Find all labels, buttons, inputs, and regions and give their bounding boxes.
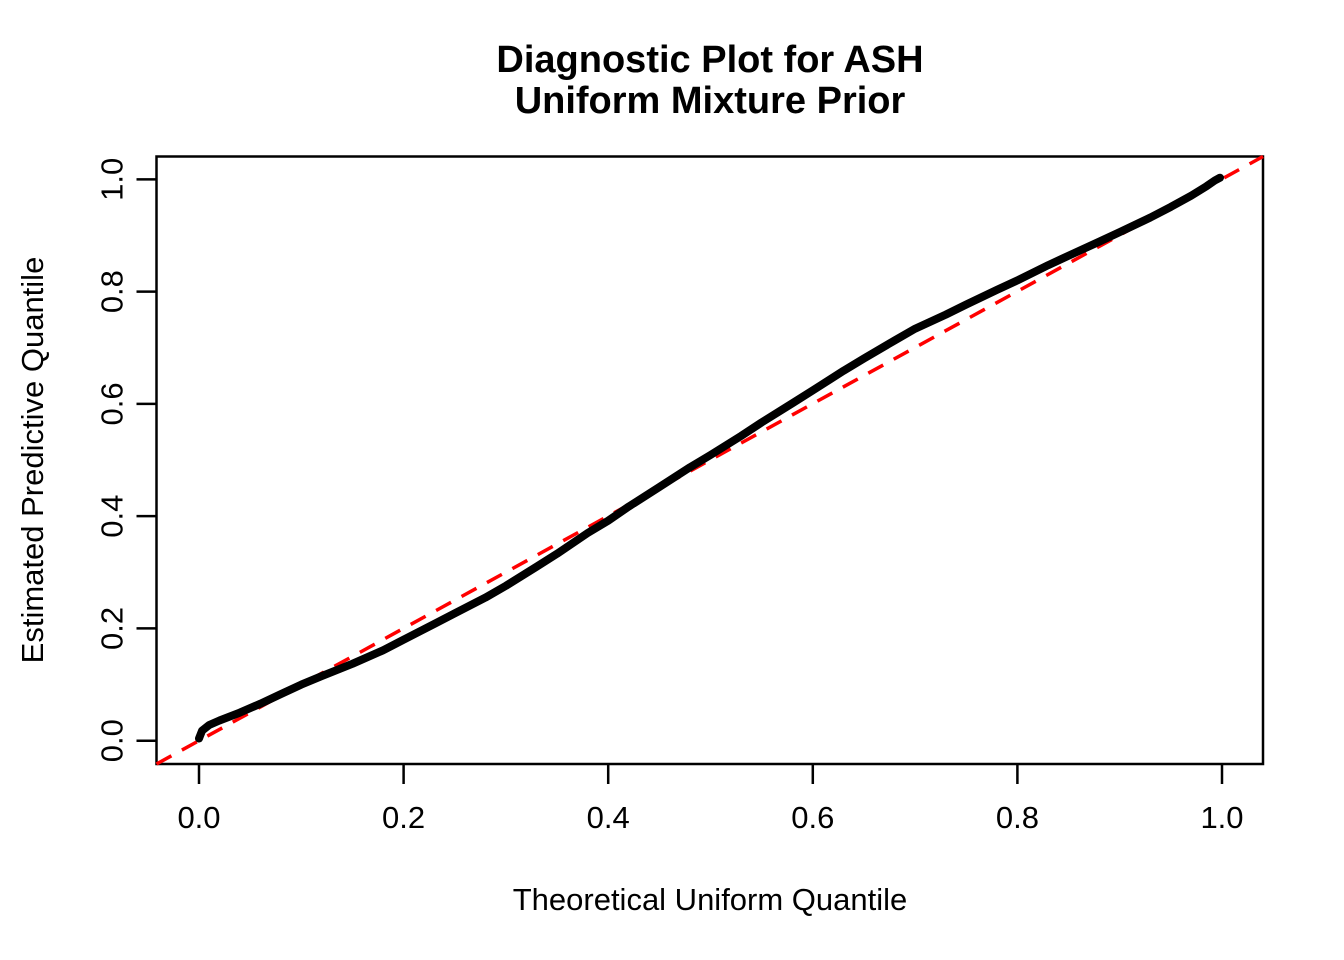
x-axis-title: Theoretical Uniform Quantile bbox=[512, 882, 908, 917]
x-axis-tick-label: 0.6 bbox=[791, 800, 834, 835]
y-axis-tick-label: 0.0 bbox=[95, 719, 130, 762]
chart-title: Diagnostic Plot for ASH Uniform Mixture … bbox=[496, 40, 923, 122]
x-axis-tick-label: 0.8 bbox=[996, 800, 1039, 835]
y-axis-tick-label: 0.2 bbox=[95, 607, 130, 650]
y-axis-title: Estimated Predictive Quantile bbox=[15, 256, 50, 664]
y-axis-tick-label: 0.6 bbox=[95, 382, 130, 425]
x-axis-tick-label: 0.0 bbox=[177, 800, 220, 835]
y-axis-tick-label: 0.4 bbox=[95, 495, 130, 538]
x-axis-tick-label: 1.0 bbox=[1200, 800, 1243, 835]
x-axis-tick-label: 0.2 bbox=[382, 800, 425, 835]
chart-title-line-1: Diagnostic Plot for ASH bbox=[496, 39, 924, 81]
y-axis-tick-label: 0.8 bbox=[95, 270, 130, 313]
plot-box bbox=[155, 155, 1265, 766]
y-axis-tick-label: 1.0 bbox=[95, 158, 130, 201]
qq-curve bbox=[195, 173, 1224, 743]
chart-title-line-2: Uniform Mixture Prior bbox=[514, 80, 906, 122]
x-axis-tick-label: 0.4 bbox=[587, 800, 630, 835]
reference-diagonal-line bbox=[155, 154, 1264, 766]
